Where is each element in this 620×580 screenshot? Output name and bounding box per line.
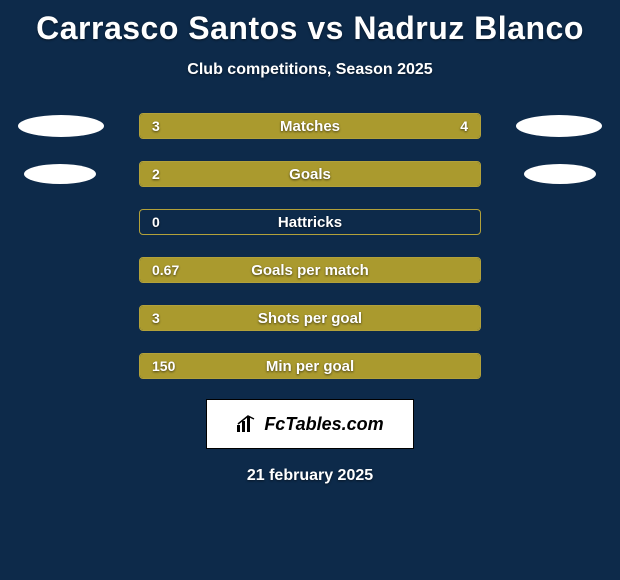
- stat-row: Goals per match0.67: [0, 257, 620, 283]
- stat-bar: Matches3 4: [139, 113, 481, 139]
- stat-label: Goals: [140, 162, 480, 186]
- logo-inner: FcTables.com: [236, 414, 383, 435]
- stat-row: Min per goal150: [0, 353, 620, 379]
- stat-rows: Matches34Goals2Hattricks0Goals per match…: [0, 113, 620, 379]
- stat-value-left: 3: [152, 306, 160, 330]
- date-label: 21 february 2025: [247, 467, 373, 485]
- ellipse-left: [24, 164, 96, 184]
- stat-label: Matches: [140, 114, 480, 138]
- stat-label: Shots per goal: [140, 306, 480, 330]
- ellipse-right: [516, 115, 602, 137]
- stat-bar: Hattricks0: [139, 209, 481, 235]
- page-title: Carrasco Santos vs Nadruz Blanco: [36, 10, 584, 47]
- stat-label: Hattricks: [140, 210, 480, 234]
- stat-bar: Goals per match0.67: [139, 257, 481, 283]
- ellipse-right: [524, 164, 596, 184]
- chart-icon: [236, 415, 258, 433]
- logo-text: FcTables.com: [264, 414, 383, 435]
- stat-row: Shots per goal3: [0, 305, 620, 331]
- stat-label: Min per goal: [140, 354, 480, 378]
- stat-value-left: 0: [152, 210, 160, 234]
- stat-value-right: 4: [460, 114, 468, 138]
- logo-box: FcTables.com: [206, 399, 414, 449]
- stat-value-left: 150: [152, 354, 175, 378]
- stat-bar: Shots per goal3: [139, 305, 481, 331]
- stat-bar: Min per goal150: [139, 353, 481, 379]
- stat-value-left: 2: [152, 162, 160, 186]
- stat-label: Goals per match: [140, 258, 480, 282]
- stat-bar: Goals2: [139, 161, 481, 187]
- stat-value-left: 3: [152, 114, 160, 138]
- stat-value-left: 0.67: [152, 258, 179, 282]
- stat-row: Hattricks0: [0, 209, 620, 235]
- stat-row: Goals2: [0, 161, 620, 187]
- infographic-container: Carrasco Santos vs Nadruz Blanco Club co…: [0, 0, 620, 580]
- ellipse-left: [18, 115, 104, 137]
- stat-row: Matches3 4: [0, 113, 620, 139]
- page-subtitle: Club competitions, Season 2025: [187, 61, 432, 79]
